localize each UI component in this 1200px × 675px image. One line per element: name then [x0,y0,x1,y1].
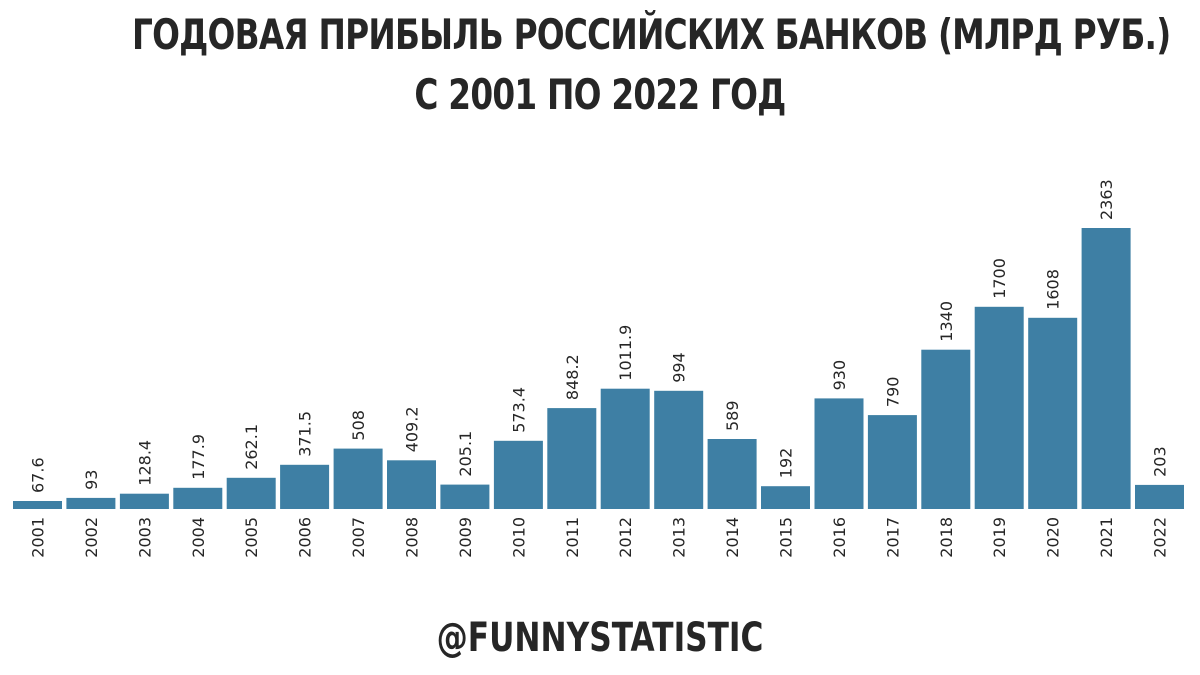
x-tick-label-2016: 2016 [830,517,849,558]
value-label-2005: 262.1 [242,424,261,470]
value-label-2019: 1700 [990,258,1009,299]
bar-2004 [173,487,223,509]
value-label-2002: 93 [82,470,101,490]
value-label-2020: 1608 [1044,269,1063,310]
x-tick-label-2009: 2009 [456,517,475,558]
bar-2015 [761,486,810,509]
bar-2008 [387,460,436,509]
bar-2006 [280,464,330,509]
x-tick-labels-group: 2001 2002 2003 2004 2005 2006 2007 2008 2009 2010… [29,517,1170,558]
value-labels-group: 67.6 93 128.4 177.9 262.1 371.5 508 409.2 205.1 5… [29,179,1170,493]
value-label-2004: 177.9 [189,434,208,480]
x-tick-label-2017: 2017 [883,517,902,558]
x-tick-label-2020: 2020 [1044,517,1063,558]
bar-2021 [1081,228,1131,509]
value-label-2018: 1340 [937,301,956,342]
bar-2018 [921,349,971,509]
chart-title-line-1: ГОДОВАЯ ПРИБЫЛЬ РОССИЙСКИХ БАНКОВ (МЛРД … [132,10,1171,59]
value-label-2015: 192 [777,448,796,479]
value-label-2007: 508 [349,410,368,441]
x-tick-label-2014: 2014 [723,517,742,558]
value-label-2013: 994 [670,352,689,383]
bar-2022 [1135,484,1184,509]
bar-2019 [974,306,1024,509]
bar-2010 [493,440,543,509]
x-tick-label-2019: 2019 [990,517,1009,558]
x-tick-label-2003: 2003 [135,517,154,558]
x-tick-label-2004: 2004 [189,517,208,558]
x-tick-label-2021: 2021 [1097,517,1116,558]
x-tick-label-2008: 2008 [403,517,422,558]
bar-2007 [333,448,383,509]
value-label-2021: 2363 [1097,179,1116,220]
value-label-2016: 930 [830,360,849,391]
x-tick-label-2006: 2006 [296,517,315,558]
value-label-2009: 205.1 [456,431,475,477]
x-tick-label-2001: 2001 [29,517,48,558]
x-tick-label-2011: 2011 [563,517,582,558]
bar-2011 [547,408,597,509]
value-label-2017: 790 [883,377,902,408]
value-label-2012: 1011.9 [616,325,635,381]
value-label-2014: 589 [723,400,742,431]
x-tick-label-2013: 2013 [670,517,689,558]
x-tick-label-2010: 2010 [509,517,528,558]
bar-2002 [66,497,116,509]
x-tick-label-2015: 2015 [777,517,796,558]
bars-group [13,228,1184,509]
bar-2001 [13,501,62,509]
value-label-2010: 573.4 [509,387,528,433]
x-tick-label-2005: 2005 [242,517,261,558]
bar-chart: 67.6 93 128.4 177.9 262.1 371.5 508 409.2 205.1 5… [13,179,1184,558]
x-tick-label-2012: 2012 [616,517,635,558]
bar-2020 [1028,317,1078,509]
x-tick-label-2022: 2022 [1151,517,1170,558]
bar-2013 [654,390,704,509]
bar-2017 [867,415,917,509]
x-tick-label-2002: 2002 [82,517,101,558]
watermark: @FUNNYSTATISTIC [436,615,764,661]
bar-2014 [707,439,757,509]
value-label-2011: 848.2 [563,354,582,400]
value-label-2001: 67.6 [29,457,48,493]
value-label-2022: 203 [1151,446,1170,477]
bar-2003 [119,493,169,509]
value-label-2008: 409.2 [403,406,422,452]
value-label-2003: 128.4 [135,440,154,486]
bar-2016 [814,398,864,509]
x-tick-label-2007: 2007 [349,517,368,558]
value-label-2006: 371.5 [296,411,315,457]
bar-2012 [600,388,650,509]
x-tick-label-2018: 2018 [937,517,956,558]
bar-2009 [440,484,490,509]
chart-title-line-2: С 2001 ПО 2022 ГОД [414,70,786,119]
bar-2005 [226,477,276,509]
